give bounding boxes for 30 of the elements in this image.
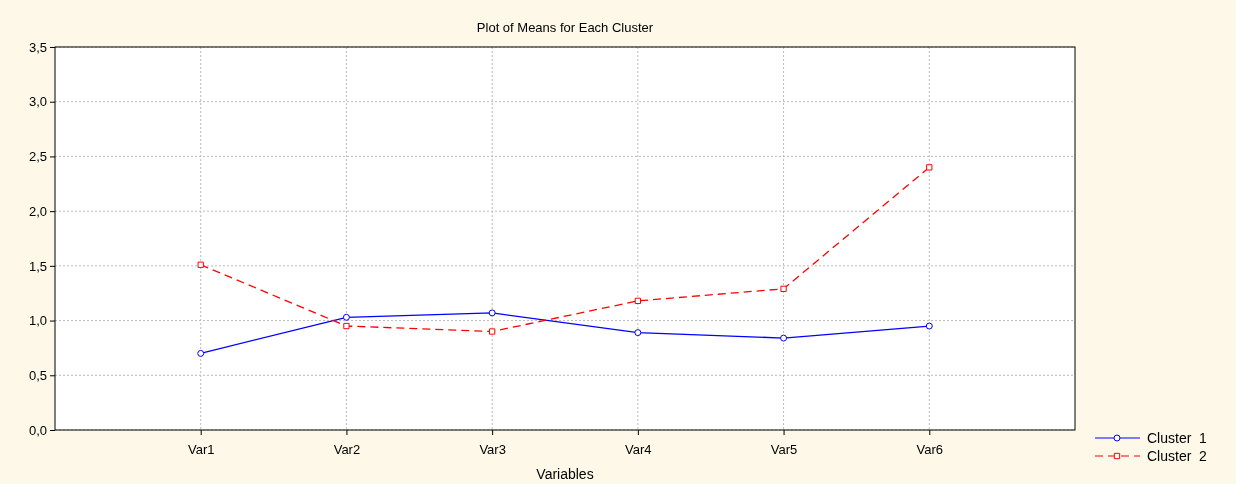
- point: [634, 297, 641, 305]
- x-tick-label: Var3: [479, 441, 506, 457]
- y-tick-label: 2,0: [28, 203, 47, 219]
- x-tick-label: Var1: [187, 441, 215, 457]
- y-tick-label: 0,0: [28, 422, 47, 438]
- point: [342, 313, 350, 321]
- x-tick-label: Var4: [625, 441, 652, 457]
- point: [925, 322, 933, 330]
- point: [197, 261, 204, 268]
- y-tick-label: 3,5: [28, 39, 47, 55]
- x-tick-label: Var5: [770, 441, 798, 457]
- point: [780, 334, 788, 342]
- y-tick-label: 2,5: [28, 149, 47, 165]
- point: [343, 322, 350, 330]
- x-axis-title: Variables: [536, 466, 594, 482]
- x-tick-label: Var6: [916, 441, 944, 457]
- point: [634, 329, 642, 337]
- point: [197, 349, 205, 357]
- point: [780, 285, 787, 292]
- legend-label: Cluster 1: [1147, 430, 1208, 446]
- point: [489, 328, 496, 335]
- y-tick-label: 1,0: [28, 313, 47, 329]
- y-tick-label: 1,5: [28, 258, 47, 274]
- y-tick-label: 0,5: [28, 367, 47, 383]
- point: [926, 164, 933, 171]
- y-tick-label: 3,0: [28, 94, 47, 110]
- chart-title: Plot of Means for Each Cluster: [476, 20, 654, 35]
- legend-label: Cluster 2: [1147, 448, 1208, 464]
- x-tick-label: Var2: [333, 441, 361, 457]
- point: [488, 309, 496, 317]
